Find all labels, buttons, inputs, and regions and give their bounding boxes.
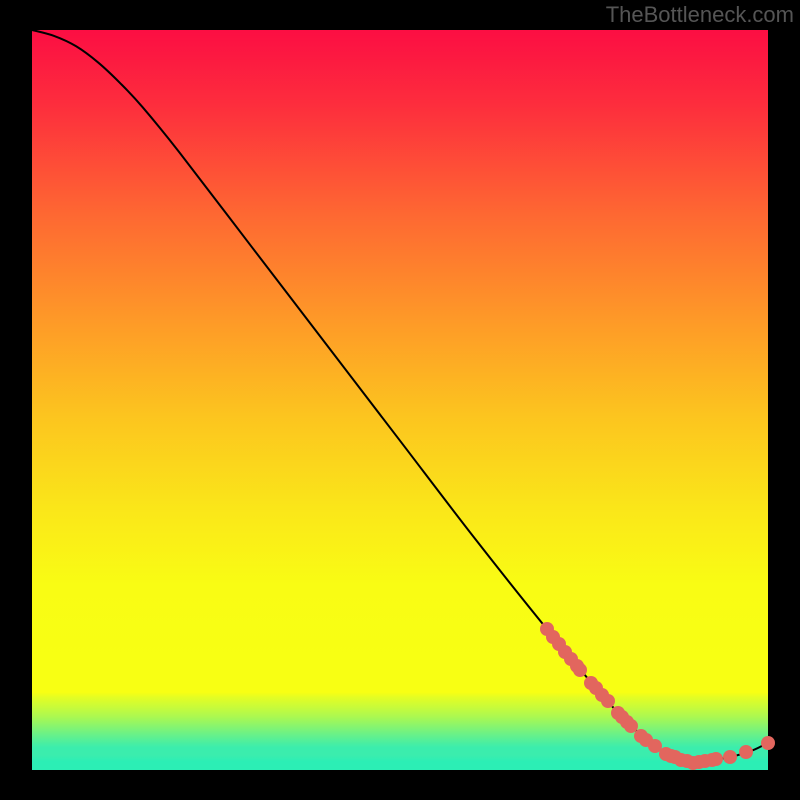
bottleneck-gradient	[32, 30, 768, 770]
watermark-text: TheBottleneck.com	[606, 2, 794, 28]
